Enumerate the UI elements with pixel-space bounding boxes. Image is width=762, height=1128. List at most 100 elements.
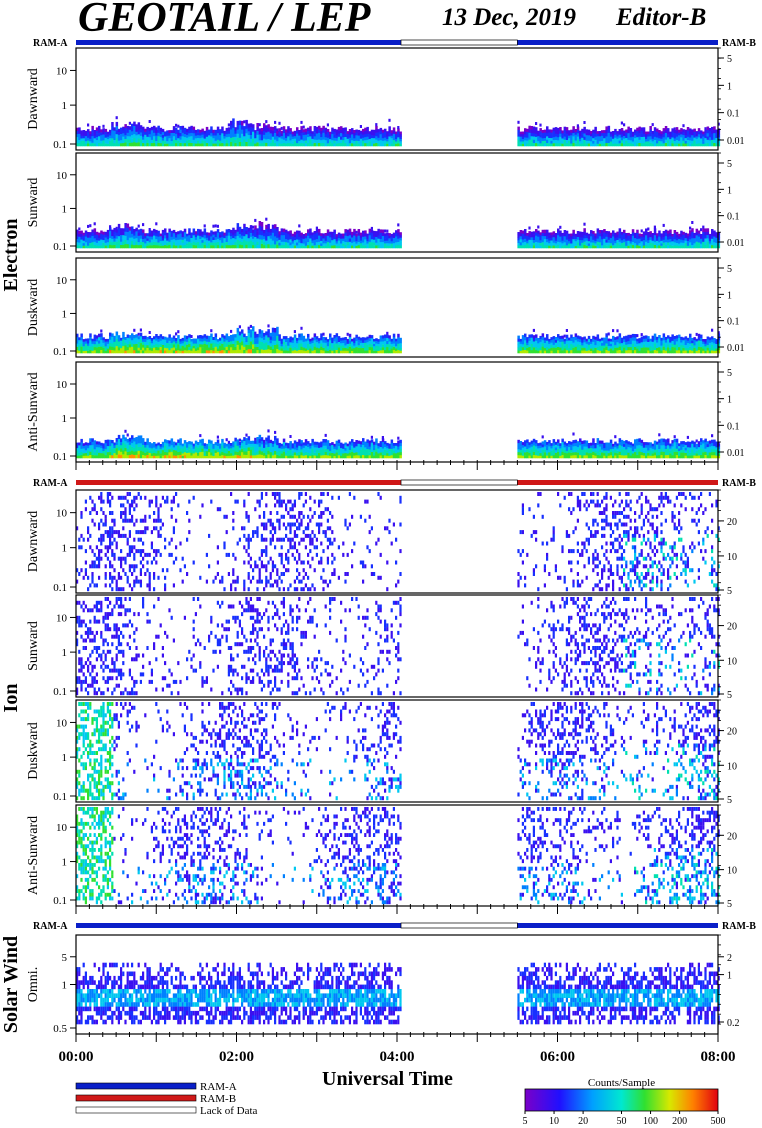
left-tick-label: 1 [62, 203, 68, 215]
colorbar-tick-label: 10 [549, 1116, 559, 1127]
right-tick-label: 0.01 [727, 343, 745, 354]
left-tick-label: 10 [56, 65, 68, 77]
left-tick-label: 10 [56, 275, 68, 287]
right-tick-label: 10 [727, 761, 737, 772]
right-tick-label: 1 [727, 971, 732, 982]
right-tick-label: 5 [727, 795, 732, 806]
mode-bar-segment [517, 40, 718, 45]
editor-label: Editor-B [616, 4, 707, 31]
mode-bar-segment [76, 480, 402, 485]
panel-label: Anti-Sunward [26, 372, 41, 451]
x-axis-title: Universal Time [322, 1068, 453, 1090]
panel-label: Dawnward [26, 68, 41, 129]
left-tick-label: 0.1 [53, 895, 67, 907]
right-tick-label: 10 [727, 552, 737, 563]
legend-swatch [75, 1094, 197, 1102]
group-label: Solar Wind [0, 936, 22, 1033]
mode-bar-segment [517, 923, 718, 928]
panel-label: Anti-Sunward [26, 816, 41, 895]
right-tick-label: 20 [727, 727, 737, 738]
right-tick-label: 20 [727, 622, 737, 633]
panel-label: Duskward [26, 722, 41, 780]
right-tick-label: 10 [727, 656, 737, 667]
left-tick-label: 10 [56, 612, 68, 624]
mode-label-right: RAM-B [722, 478, 756, 489]
left-tick-label: 1 [62, 413, 68, 425]
x-tick-label: 08:00 [701, 1049, 736, 1065]
right-tick-label: 0.01 [727, 136, 745, 147]
legend-label: RAM-B [200, 1093, 236, 1105]
right-tick-label: 5 [727, 54, 732, 65]
right-tick-label: 0.1 [727, 212, 740, 223]
left-tick-label: 1 [62, 752, 68, 764]
colorbar-tick-label: 50 [617, 1116, 627, 1127]
right-tick-label: 5 [727, 690, 732, 701]
right-tick-label: 5 [727, 899, 732, 910]
group-label: Ion [0, 684, 22, 713]
left-tick-label: 10 [56, 170, 68, 182]
x-tick-label: 02:00 [219, 1049, 254, 1065]
right-tick-label: 5 [727, 264, 732, 275]
date-label: 13 Dec, 2019 [442, 4, 576, 31]
right-tick-label: 1 [727, 395, 732, 406]
right-tick-label: 0.01 [727, 238, 745, 249]
mode-bar-gap [400, 479, 518, 486]
left-tick-label: 0.5 [53, 1023, 67, 1035]
mode-label-left: RAM-A [33, 921, 68, 932]
colorbar-tick-label: 20 [578, 1116, 588, 1127]
left-tick-label: 10 [56, 822, 68, 834]
left-tick-label: 10 [56, 508, 68, 520]
right-tick-label: 20 [727, 831, 737, 842]
panel-label: Dawnward [26, 511, 41, 572]
left-tick-label: 0.1 [53, 139, 67, 151]
left-tick-label: 1 [62, 543, 68, 555]
right-tick-label: 0.1 [727, 109, 740, 120]
colorbar-tick-label: 100 [643, 1116, 658, 1127]
legend-label: Lack of Data [200, 1105, 258, 1117]
left-tick-label: 0.1 [53, 791, 67, 803]
panel-label: Sunward [26, 621, 41, 671]
right-tick-label: 0.01 [727, 448, 745, 459]
mode-bar-segment [517, 480, 718, 485]
x-tick-label: 00:00 [59, 1049, 94, 1065]
legend-label: RAM-A [200, 1081, 237, 1093]
left-tick-label: 1 [62, 857, 68, 869]
right-tick-label: 0.1 [727, 317, 740, 328]
colorbar-title: Counts/Sample [588, 1077, 655, 1089]
right-tick-label: 1 [727, 290, 732, 301]
right-tick-label: 5 [727, 368, 732, 379]
mode-bar-segment [76, 40, 402, 45]
x-tick-label: 06:00 [540, 1049, 575, 1065]
group-label: Electron [0, 219, 22, 292]
mode-label-right: RAM-B [722, 38, 756, 49]
mode-bar-gap [400, 922, 518, 929]
left-tick-label: 1 [62, 308, 68, 320]
right-tick-label: 1 [727, 185, 732, 196]
right-tick-label: 5 [727, 586, 732, 597]
panel-label: Duskward [26, 279, 41, 337]
right-tick-label: 5 [727, 159, 732, 170]
panel-label: Omni. [26, 967, 41, 1002]
legend-swatch [75, 1082, 197, 1090]
right-tick-label: 0.2 [727, 1018, 740, 1029]
right-tick-label: 0.1 [727, 421, 740, 432]
left-tick-label: 0.1 [53, 686, 67, 698]
left-tick-label: 10 [56, 379, 68, 391]
right-tick-label: 1 [727, 81, 732, 92]
left-tick-label: 1 [62, 647, 68, 659]
right-tick-label: 2 [727, 953, 732, 964]
colorbar-tick-label: 200 [672, 1116, 687, 1127]
right-tick-label: 20 [727, 517, 737, 528]
mode-label-left: RAM-A [33, 478, 68, 489]
page-title: GEOTAIL / LEP [78, 0, 371, 41]
mode-bar-segment [76, 923, 402, 928]
left-tick-label: 0.1 [53, 346, 67, 358]
left-tick-label: 1 [62, 980, 68, 992]
left-tick-label: 5 [62, 952, 68, 964]
legend-swatch [75, 1106, 197, 1114]
x-tick-label: 04:00 [380, 1049, 415, 1065]
colorbar-tick-label: 5 [523, 1116, 528, 1127]
left-tick-label: 0.1 [53, 451, 67, 463]
left-tick-label: 1 [62, 100, 68, 112]
